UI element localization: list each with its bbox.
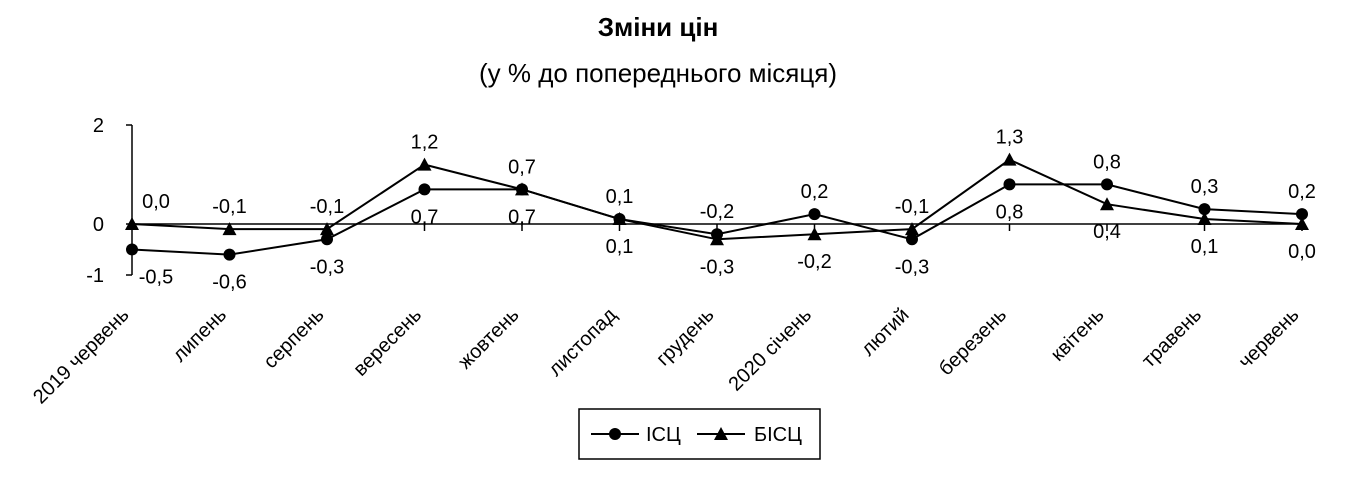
x-category-label: грудень bbox=[652, 304, 718, 370]
data-point-bisc bbox=[807, 227, 822, 241]
x-category-label: травень bbox=[1138, 304, 1206, 372]
x-category-label: 2019 червень bbox=[29, 304, 133, 408]
data-label: 0,7 bbox=[411, 206, 439, 228]
x-category-label: червень bbox=[1234, 304, 1303, 373]
data-point-bisc bbox=[222, 222, 237, 236]
data-point-isc bbox=[808, 208, 821, 221]
x-category-label: вересень bbox=[349, 304, 426, 381]
data-point-isc bbox=[906, 233, 918, 246]
chart-subtitle: (у % до попереднього місяця) bbox=[479, 58, 837, 88]
x-category-label: серпень bbox=[259, 304, 328, 373]
data-label: -0,1 bbox=[310, 196, 344, 218]
data-label: 0,7 bbox=[508, 206, 536, 228]
data-point-bisc bbox=[905, 222, 919, 236]
legend-label-isc: ІСЦ bbox=[646, 424, 681, 446]
data-label: 0,1 bbox=[606, 186, 634, 208]
data-point-bisc bbox=[1100, 197, 1114, 211]
data-label: 1,3 bbox=[996, 127, 1024, 149]
x-category-label: липень bbox=[169, 304, 231, 366]
data-label: -0,3 bbox=[310, 256, 344, 278]
x-category-label: листопад bbox=[544, 304, 621, 381]
data-label: 0,8 bbox=[1093, 151, 1121, 173]
data-point-isc bbox=[321, 233, 333, 246]
legend-label-bisc: БІСЦ bbox=[754, 424, 802, 446]
data-label: 0,7 bbox=[508, 156, 536, 178]
data-label: 0,4 bbox=[1093, 221, 1121, 243]
data-label: 0,0 bbox=[142, 191, 170, 213]
data-label: -0,6 bbox=[212, 272, 246, 294]
data-point-bisc bbox=[612, 212, 627, 226]
data-label: 0,2 bbox=[1288, 181, 1316, 203]
category-labels: 2019 червень липень серпень вересень жовтень… bbox=[29, 304, 1303, 409]
chart-title: Зміни цін bbox=[598, 12, 719, 42]
data-label: -0,2 bbox=[700, 201, 734, 223]
data-label: 0,2 bbox=[801, 181, 829, 203]
data-point-isc bbox=[1296, 208, 1308, 221]
data-label: -0,3 bbox=[895, 256, 929, 278]
data-point-bisc bbox=[1197, 212, 1212, 226]
data-label: 0,1 bbox=[606, 236, 634, 258]
data-label: -0,1 bbox=[895, 196, 929, 218]
y-tick-label: 0 bbox=[93, 214, 104, 236]
data-label: 1,2 bbox=[411, 132, 439, 154]
data-point-isc bbox=[1003, 178, 1016, 191]
data-point-bisc bbox=[417, 157, 432, 171]
x-category-label: лютий bbox=[857, 304, 913, 360]
data-point-isc bbox=[126, 243, 138, 256]
data-point-isc bbox=[1198, 203, 1211, 216]
data-label: 0,3 bbox=[1191, 176, 1219, 198]
data-label: -0,3 bbox=[700, 256, 734, 278]
legend: ІСЦ БІСЦ bbox=[578, 408, 821, 460]
x-category-label: квітень bbox=[1047, 304, 1109, 366]
data-point-bisc bbox=[1002, 152, 1017, 166]
x-category-label: жовтень bbox=[454, 304, 523, 373]
x-category-label: 2020 січень bbox=[724, 304, 816, 396]
data-label: 0,8 bbox=[996, 201, 1024, 223]
axes: 2 0 -1 bbox=[86, 115, 1303, 287]
legend-marker-circle bbox=[609, 428, 621, 440]
data-label: 0,1 bbox=[1191, 236, 1219, 258]
data-point-bisc bbox=[125, 217, 139, 230]
legend-marker-triangle bbox=[714, 427, 728, 440]
data-label: 0,0 bbox=[1288, 241, 1316, 263]
series-layer bbox=[125, 152, 1309, 261]
x-category-label: березень bbox=[935, 304, 1011, 380]
data-point-bisc bbox=[710, 232, 724, 246]
data-label: -0,5 bbox=[139, 267, 173, 289]
data-label: -0,2 bbox=[797, 251, 831, 273]
data-label: -0,1 bbox=[212, 196, 246, 218]
data-point-isc bbox=[418, 183, 431, 196]
y-tick-label: -1 bbox=[86, 265, 104, 287]
data-point-isc bbox=[223, 248, 236, 261]
data-labels: 0,0 -0,5 -0,1 -0,6 -0,1 -0,3 1,2 0,7 0,7 0,7 0,1 0,… bbox=[139, 127, 1316, 294]
data-point-isc bbox=[1101, 178, 1113, 191]
data-point-bisc bbox=[515, 182, 529, 196]
y-tick-label: 2 bbox=[93, 115, 104, 137]
data-point-bisc bbox=[320, 222, 334, 236]
data-point-bisc bbox=[1295, 217, 1309, 230]
